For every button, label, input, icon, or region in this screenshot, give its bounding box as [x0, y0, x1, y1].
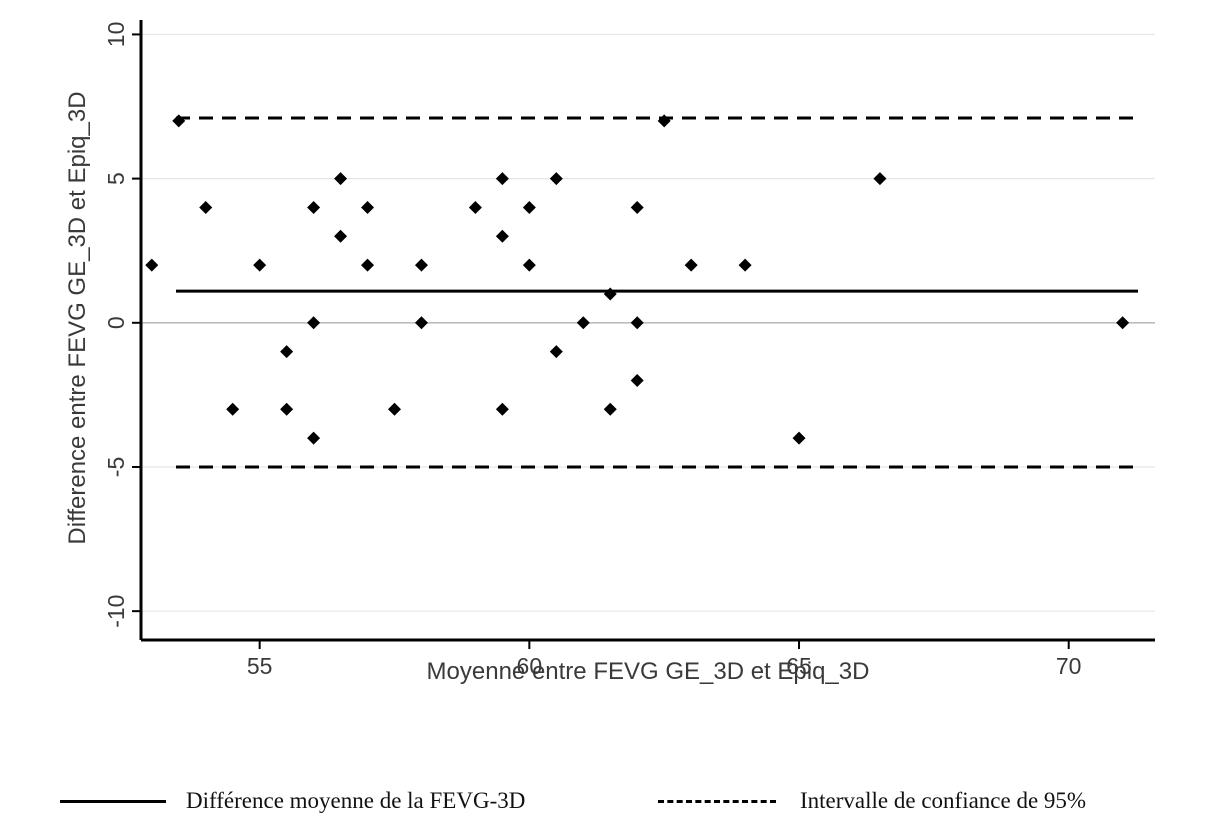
data-point: [495, 229, 509, 243]
data-point: [199, 200, 213, 214]
y-tick-label: -10: [103, 595, 129, 628]
data-point: [280, 402, 294, 416]
x-axis-title: Moyenne entre FEVG GE_3D et Epiq_3D: [427, 658, 870, 685]
data-point: [522, 200, 536, 214]
data-points: [145, 114, 1130, 445]
data-point: [873, 172, 887, 186]
bland-altman-chart: -10 -5 0 5 10 55 60 65 70 Difference entre FEVG …: [64, 20, 1155, 685]
x-tick-label: 55: [247, 653, 273, 679]
gridlines: [141, 33, 1155, 612]
reference-lines: [176, 116, 1138, 469]
data-point: [253, 258, 267, 272]
y-tick-label: -5: [103, 457, 129, 477]
data-point: [414, 316, 428, 330]
legend-label-mean: Différence moyenne de la FEVG-3D: [186, 788, 526, 813]
data-point: [495, 172, 509, 186]
x-tick-label: 70: [1056, 653, 1082, 679]
data-point: [603, 402, 617, 416]
data-point: [414, 258, 428, 272]
solid-line-swatch: [60, 799, 166, 803]
data-point: [657, 114, 671, 128]
data-point: [549, 345, 563, 359]
data-point: [334, 229, 348, 243]
data-point: [145, 258, 159, 272]
data-point: [388, 402, 401, 416]
data-point: [307, 200, 321, 214]
data-point: [361, 258, 375, 272]
data-point: [738, 258, 752, 272]
data-point: [495, 402, 509, 416]
legend-item-mean: Différence moyenne de la FEVG-3D: [60, 788, 525, 814]
y-tick-label: 5: [103, 172, 129, 185]
data-point: [549, 172, 563, 186]
data-point: [172, 114, 186, 128]
data-point: [280, 345, 294, 359]
data-point: [603, 287, 617, 301]
data-point: [576, 316, 590, 330]
data-point: [307, 431, 321, 445]
tick-labels: -10 -5 0 5 10 55 60 65 70: [103, 22, 1081, 679]
legend: Différence moyenne de la FEVG-3D Interva…: [0, 780, 1215, 830]
x-tick-label: 65: [786, 653, 812, 679]
data-point: [334, 172, 348, 186]
y-axis-title: Difference entre FEVG GE_3D et Epiq_3D: [64, 91, 91, 544]
data-point: [630, 200, 644, 214]
data-point: [792, 431, 806, 445]
x-tick-label: 60: [517, 653, 543, 679]
data-point: [307, 316, 321, 330]
y-tick-label: 10: [103, 22, 129, 48]
data-point: [1116, 316, 1130, 330]
data-point: [226, 402, 240, 416]
data-point: [630, 373, 644, 387]
legend-label-ci: Intervalle de confiance de 95%: [800, 788, 1087, 813]
axes: [132, 20, 1155, 649]
legend-item-ci: Intervalle de confiance de 95%: [658, 788, 1086, 814]
data-point: [522, 258, 536, 272]
data-point: [468, 200, 482, 214]
data-point: [361, 200, 375, 214]
data-point: [630, 316, 644, 330]
dashed-line-swatch: [658, 799, 776, 803]
data-point: [684, 258, 698, 272]
y-tick-label: 0: [103, 316, 129, 329]
